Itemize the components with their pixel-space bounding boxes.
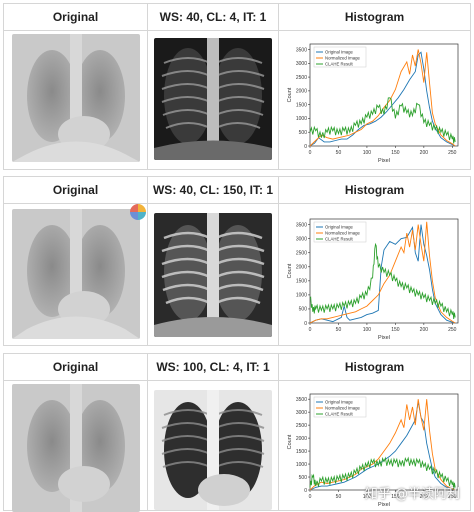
original-xray-image	[12, 209, 140, 339]
x-tick-label: 150	[391, 150, 400, 156]
histogram-chart: 0 50 100 150 200 2500500100015002000250030003…	[286, 384, 466, 510]
panel-header	[4, 354, 470, 381]
series-line-clahe-result	[309, 97, 456, 144]
x-tick-label: 100	[363, 150, 372, 156]
series-line-normalized-image	[309, 49, 456, 147]
legend-label: Normalized Image	[325, 231, 360, 236]
legend-label: CLAHE Result	[325, 412, 354, 417]
legend-box	[313, 46, 367, 68]
y-axis-label: Count	[287, 263, 293, 278]
plot-frame	[309, 43, 459, 147]
legend-box	[313, 396, 367, 418]
x-tick-label: 0	[309, 494, 312, 500]
clahe-xray-image	[154, 390, 272, 510]
x-tick-label: 250	[448, 327, 457, 333]
y-tick-label: 0	[304, 144, 307, 150]
series-line-clahe-result	[309, 242, 456, 320]
y-tick-label: 1000	[296, 293, 307, 299]
x-tick-label: 150	[391, 327, 400, 333]
column-title-original: Original	[52, 10, 99, 24]
y-tick-label: 500	[299, 475, 308, 481]
y-tick-label: 1500	[296, 279, 307, 285]
y-tick-label: 1000	[296, 116, 307, 122]
plot-frame	[309, 218, 459, 324]
column-title-histogram: Histogram	[344, 183, 405, 197]
x-tick-label: 50	[336, 150, 342, 156]
comparison-panel-3: Original WS: 100, CL: 4, IT: 1 Histogram…	[3, 353, 471, 512]
colorful-sticker-icon	[130, 204, 146, 220]
y-tick-label: 1500	[296, 102, 307, 108]
y-tick-label: 1000	[296, 462, 307, 468]
x-axis-label: Pixel	[378, 335, 390, 341]
y-tick-label: 3500	[296, 222, 307, 228]
y-tick-label: 3500	[296, 397, 307, 403]
y-tick-label: 500	[299, 130, 308, 136]
column-title-clahe-params: WS: 40, CL: 4, IT: 1	[159, 10, 267, 24]
y-tick-label: 3000	[296, 61, 307, 67]
panel-header	[4, 4, 470, 31]
series-line-original-image	[309, 401, 456, 491]
y-tick-label: 2500	[296, 423, 307, 429]
original-xray-image	[12, 384, 140, 512]
column-title-histogram: Histogram	[344, 10, 405, 24]
y-axis-label: Count	[287, 87, 293, 102]
y-tick-label: 2500	[296, 75, 307, 81]
plot-frame	[309, 393, 459, 491]
x-tick-label: 100	[363, 327, 372, 333]
y-tick-label: 2500	[296, 251, 307, 257]
legend-box	[313, 221, 367, 243]
column-title-histogram: Histogram	[344, 360, 405, 374]
series-line-normalized-image	[309, 399, 456, 491]
y-tick-label: 1500	[296, 449, 307, 455]
legend-label: CLAHE Result	[325, 62, 354, 67]
x-tick-label: 150	[391, 494, 400, 500]
y-tick-label: 2000	[296, 265, 307, 271]
y-tick-label: 2000	[296, 89, 307, 95]
x-tick-label: 50	[336, 494, 342, 500]
original-xray-image	[12, 34, 140, 162]
x-tick-label: 250	[448, 494, 457, 500]
panel-header	[4, 177, 470, 204]
x-tick-label: 200	[420, 494, 429, 500]
y-tick-label: 2000	[296, 436, 307, 442]
legend-label: Normalized Image	[325, 56, 360, 61]
y-tick-label: 3000	[296, 236, 307, 242]
x-tick-label: 250	[448, 150, 457, 156]
x-tick-label: 200	[420, 150, 429, 156]
comparison-panel-1: Original WS: 40, CL: 4, IT: 1 Histogram …	[3, 3, 471, 170]
x-tick-label: 200	[420, 327, 429, 333]
clahe-xray-image	[154, 38, 272, 160]
column-title-original: Original	[52, 183, 99, 197]
y-tick-label: 0	[304, 321, 307, 327]
comparison-panel-2: Original WS: 40, CL: 150, IT: 1 Histogra…	[3, 176, 471, 346]
x-axis-label: Pixel	[378, 158, 390, 164]
x-tick-label: 100	[363, 494, 372, 500]
series-line-clahe-result	[309, 456, 456, 490]
legend-label: Original Image	[325, 50, 354, 55]
series-line-normalized-image	[309, 221, 456, 324]
clahe-xray-image	[154, 213, 272, 337]
y-tick-label: 3000	[296, 410, 307, 416]
legend-label: Original Image	[325, 225, 354, 230]
legend-label: Normalized Image	[325, 406, 360, 411]
x-tick-label: 50	[336, 327, 342, 333]
x-tick-label: 0	[309, 327, 312, 333]
watermark-text: 知乎 @半读阿利	[364, 487, 460, 502]
y-tick-label: 500	[299, 307, 308, 313]
column-title-original: Original	[52, 360, 99, 374]
legend-label: CLAHE Result	[325, 237, 354, 242]
x-axis-label: Pixel	[378, 502, 390, 508]
column-title-clahe-params: WS: 40, CL: 150, IT: 1	[152, 183, 274, 197]
column-title-clahe-params: WS: 100, CL: 4, IT: 1	[156, 360, 270, 374]
series-line-original-image	[309, 224, 456, 324]
histogram-chart: 0 50 100 150 200 2500500100015002000250030003…	[286, 34, 466, 166]
y-tick-label: 0	[304, 488, 307, 494]
y-tick-label: 3500	[296, 47, 307, 53]
y-axis-label: Count	[287, 434, 293, 449]
series-line-original-image	[309, 51, 456, 147]
x-tick-label: 0	[309, 150, 312, 156]
histogram-chart: 0 50 100 150 200 2500500100015002000250030003…	[286, 209, 466, 343]
legend-label: Original Image	[325, 400, 354, 405]
